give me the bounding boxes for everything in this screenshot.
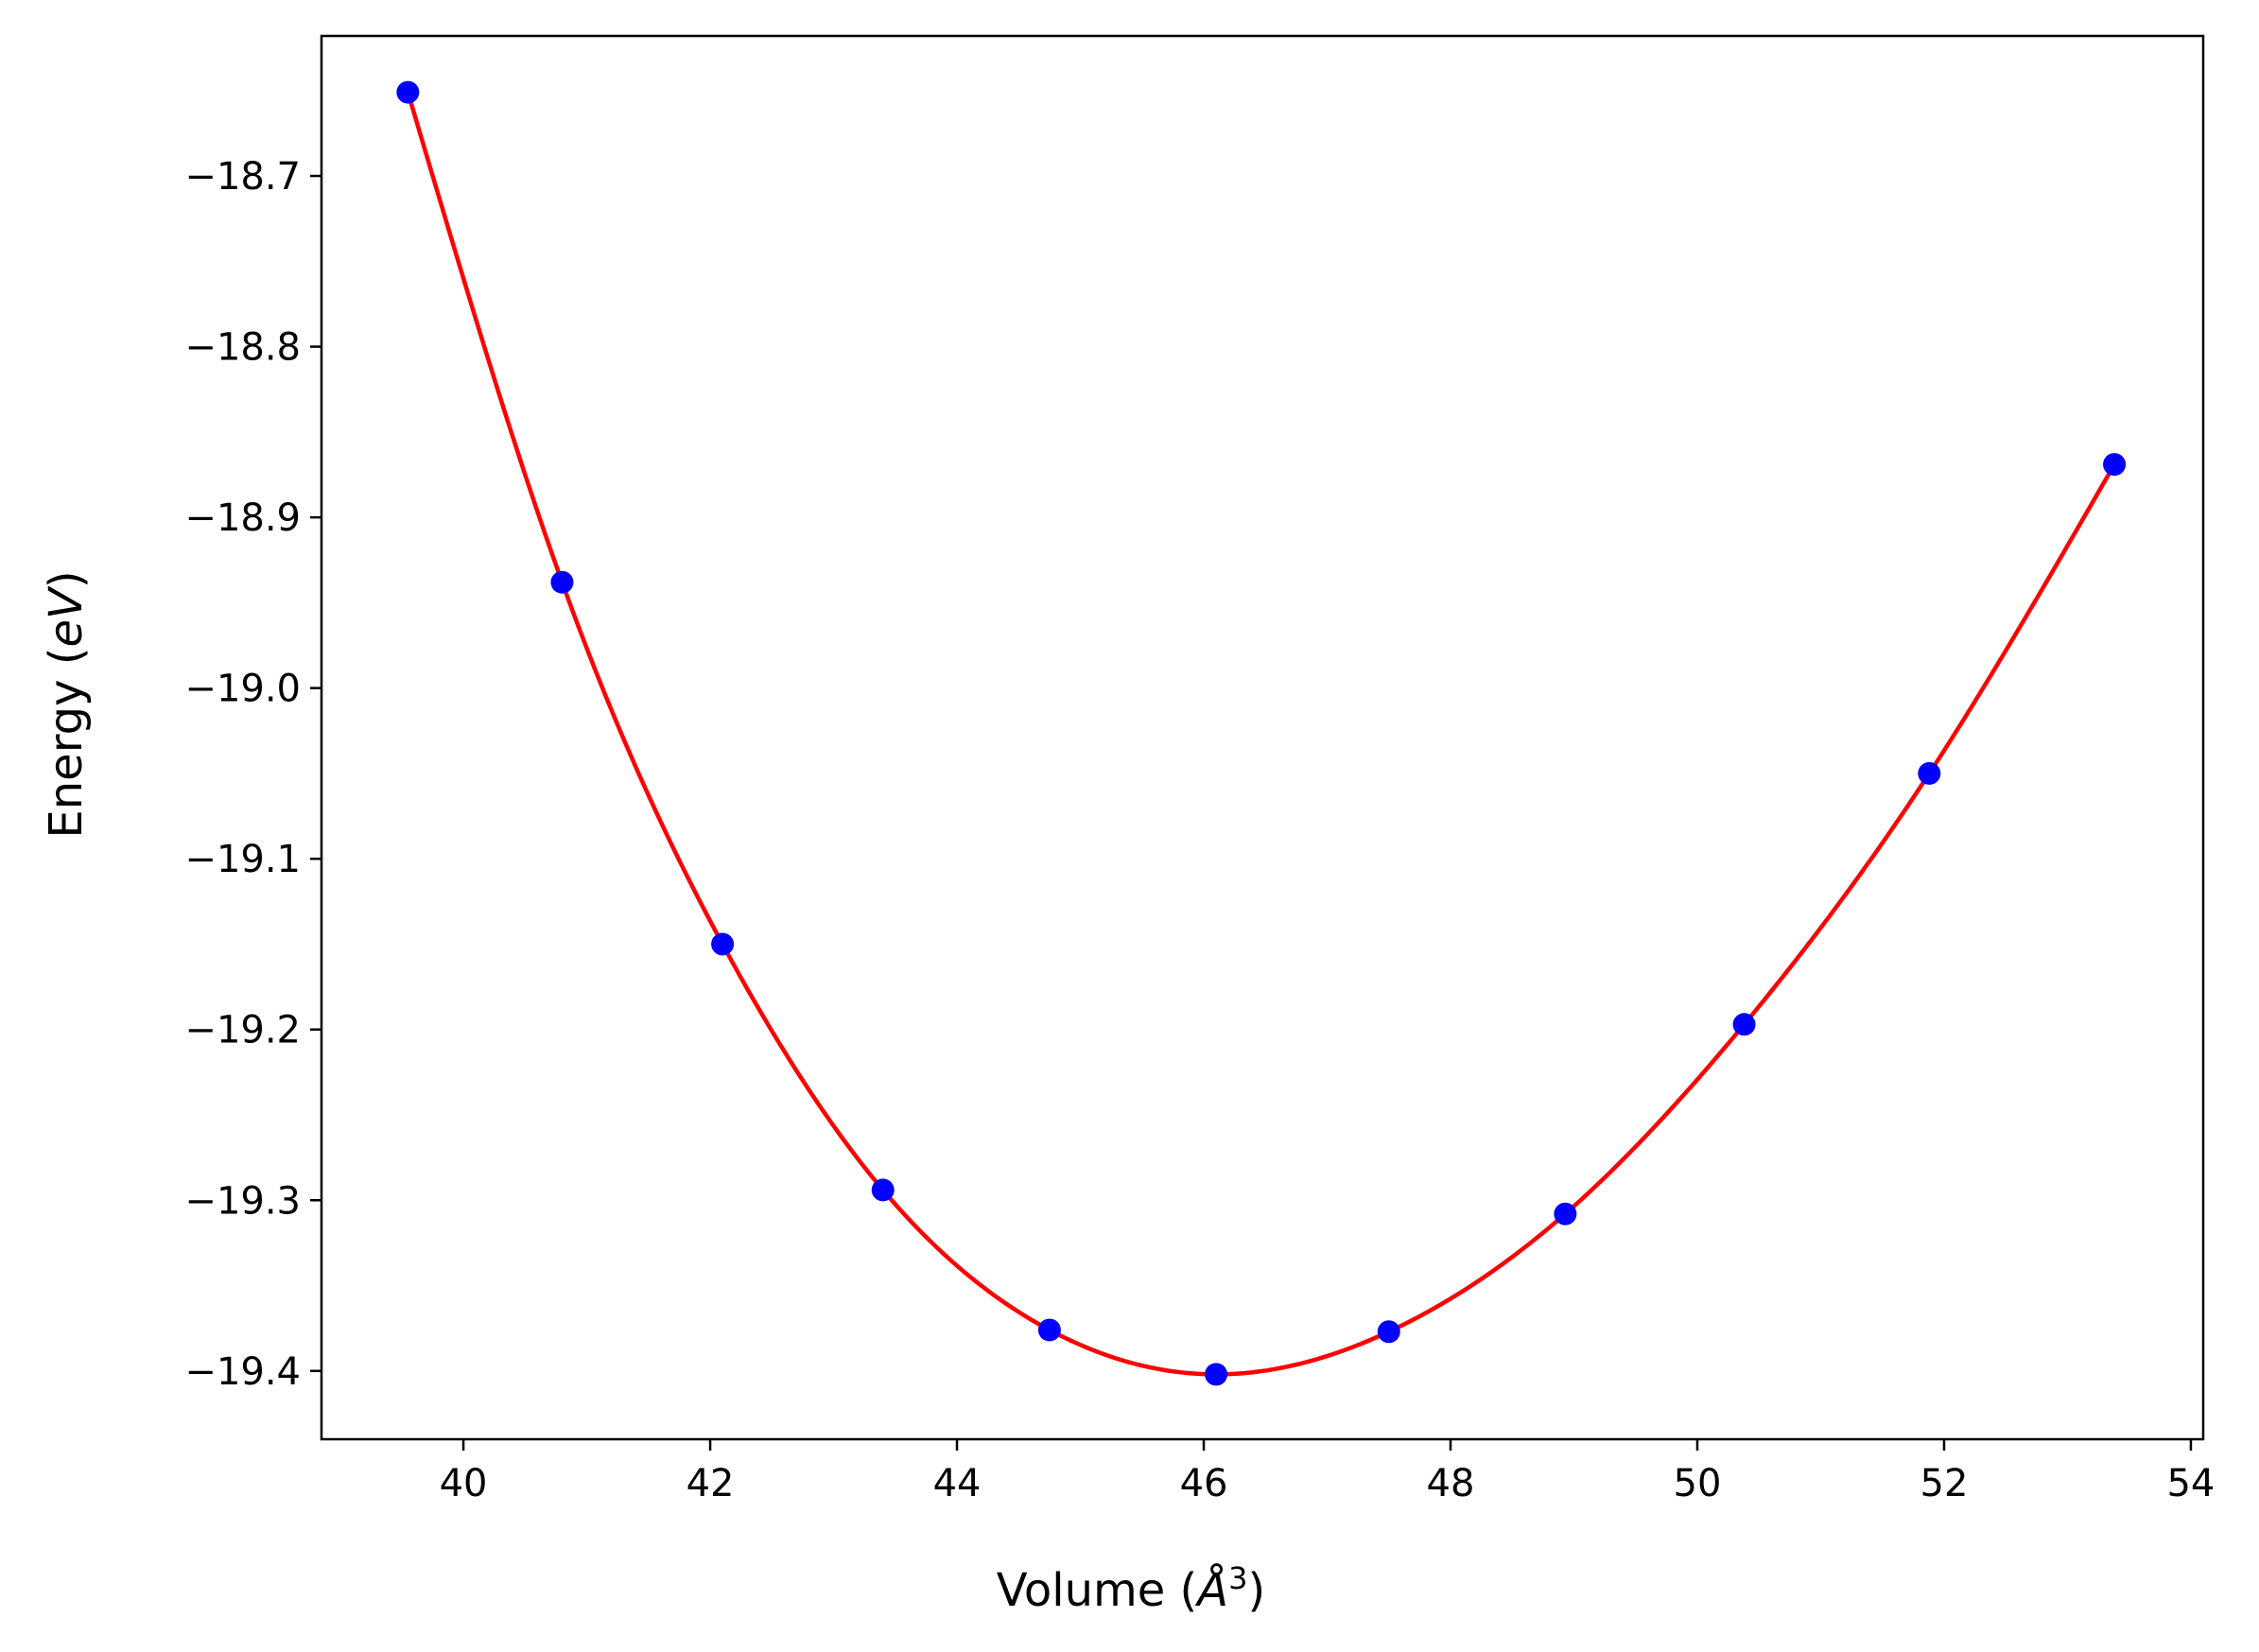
data-point: [1918, 761, 1941, 785]
y-axis-ticks: −18.7 −18.8 −18.9 −19.0 −19.1 −19.2 −19.3 −19.4: [184, 155, 321, 1394]
x-tick-label: 50: [1674, 1462, 1722, 1505]
data-points-layer: [396, 80, 2127, 1386]
data-point: [1037, 1318, 1061, 1342]
data-point: [1377, 1320, 1400, 1344]
data-point: [1554, 1202, 1577, 1226]
x-axis-ticks: 40 42 44 46 48 50 52 54: [440, 1439, 2215, 1505]
data-point: [550, 570, 574, 594]
data-point: [2103, 453, 2127, 477]
fit-curve-line: [406, 91, 2116, 1377]
y-tick-label: −19.0: [184, 668, 301, 711]
y-tick-label: −19.1: [184, 838, 301, 881]
plot-area-frame: [320, 34, 2205, 1441]
data-point: [711, 932, 735, 956]
x-axis-unit: Å: [1194, 1563, 1228, 1617]
y-axis-unit: eV: [40, 585, 93, 648]
x-tick-label: 54: [2166, 1462, 2215, 1505]
data-point: [871, 1178, 895, 1202]
y-tick-label: −18.9: [184, 496, 301, 540]
x-tick-label: 46: [1180, 1462, 1228, 1505]
y-tick-label: −19.3: [184, 1179, 301, 1223]
x-tick-label: 52: [1920, 1462, 1969, 1505]
x-axis-unit-exponent: 3: [1228, 1560, 1247, 1596]
x-tick-label: 42: [686, 1462, 735, 1505]
y-axis-title: Energy (eV): [40, 570, 93, 838]
data-point: [1732, 1013, 1756, 1036]
y-tick-label: −19.4: [184, 1350, 301, 1394]
x-axis-label: Volume: [997, 1564, 1166, 1617]
y-tick-label: −19.2: [184, 1009, 301, 1052]
data-point: [1205, 1363, 1228, 1386]
fit-curve-layer: [406, 91, 2116, 1377]
x-axis-title: Volume (Å3): [997, 1560, 1265, 1617]
x-tick-label: 40: [440, 1462, 488, 1505]
x-tick-label: 44: [933, 1462, 982, 1505]
y-tick-label: −18.8: [184, 326, 301, 370]
data-point: [396, 80, 420, 104]
y-tick-label: −18.7: [184, 155, 301, 199]
x-tick-label: 48: [1427, 1462, 1475, 1505]
y-axis-label: Energy: [40, 680, 93, 839]
